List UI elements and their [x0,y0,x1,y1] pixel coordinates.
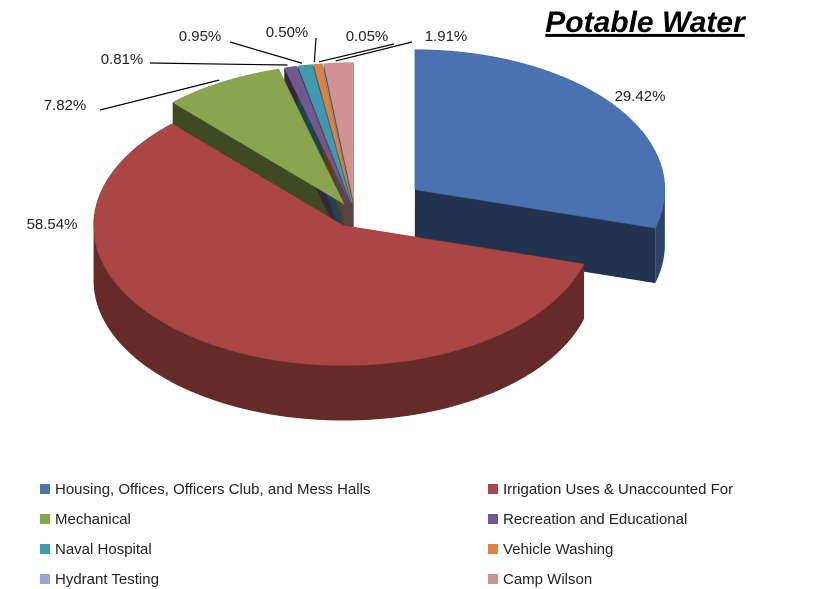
data-label: 0.05% [346,28,389,45]
leader-line [313,37,317,63]
legend-label: Housing, Offices, Officers Club, and Mes… [55,481,370,498]
leader-line [318,43,395,63]
legend-label: Irrigation Uses & Unaccounted For [503,481,733,498]
legend-swatch [40,484,50,494]
legend-label: Camp Wilson [503,571,592,588]
slice-wall [414,189,656,284]
legend-swatch [488,544,498,554]
legend-swatch [488,484,498,494]
pie-sides [93,189,665,421]
slice [172,68,345,205]
leader-line [229,41,303,64]
leader-line [149,62,288,66]
legend-swatch [40,544,50,554]
slice [297,64,352,203]
pie-tops [93,49,666,366]
data-label: 0.95% [179,28,222,45]
legend-label: Recreation and Educational [503,511,687,528]
data-label: 29.42% [615,88,666,105]
slice [93,123,585,366]
legend-swatch [488,514,498,524]
legend-label: Vehicle Washing [503,541,613,558]
legend-label: Naval Hospital [55,541,152,558]
legend-swatch [488,574,498,584]
slice [283,65,351,204]
slice [321,63,353,203]
slice [414,49,666,229]
legend-label: Hydrant Testing [55,571,159,588]
leader-line [99,79,220,111]
slice [323,62,354,203]
data-label: 0.50% [266,24,309,41]
legend-swatch [40,574,50,584]
data-label: 7.82% [44,97,87,114]
chart-title: Potable Water [545,6,747,39]
data-label: 58.54% [27,216,78,233]
legend-label: Mechanical [55,511,131,528]
slice-side [655,189,665,284]
legend-swatch [40,514,50,524]
slice [313,63,353,203]
leader-line [335,41,413,62]
slice-side [93,225,584,421]
data-label: 1.91% [425,28,468,45]
data-label: 0.81% [101,51,144,68]
